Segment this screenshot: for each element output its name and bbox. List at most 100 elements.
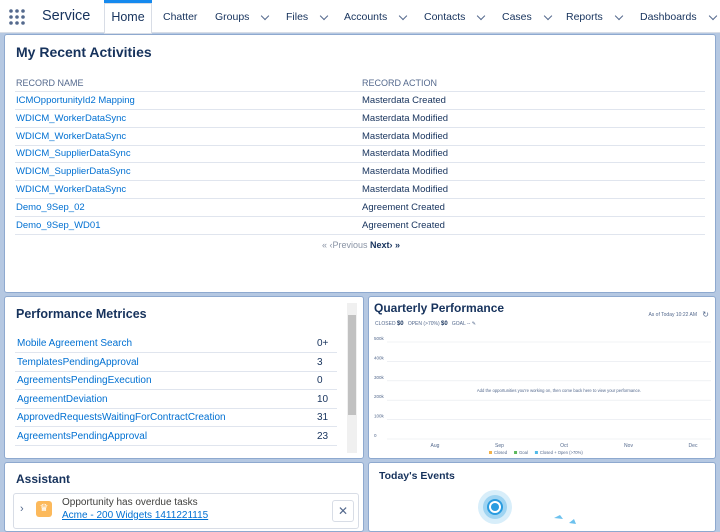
- record-action: Agreement Created: [362, 219, 445, 231]
- metric-name[interactable]: Mobile Agreement Search: [17, 338, 133, 349]
- summary-label: CLOSED: [375, 321, 396, 327]
- record-name[interactable]: WDICM_WorkerDataSync: [16, 112, 127, 124]
- next-page[interactable]: Next› »: [370, 240, 401, 250]
- tab-label[interactable]: Cases: [502, 11, 532, 23]
- metric-value: 3: [317, 356, 323, 368]
- scrollbar[interactable]: [347, 303, 357, 453]
- metric-row: Mobile Agreement Search 0+: [15, 334, 337, 353]
- summary: CLOSED $0 OPEN (>70%) $0 GOAL -- ✎: [375, 321, 476, 327]
- metric-name[interactable]: ApprovedRequestsWaitingForContractCreati…: [17, 412, 226, 423]
- legend-label: Goal: [519, 450, 528, 455]
- summary-label: GOAL: [451, 321, 466, 327]
- metric-row: TemplatesPendingApproval 3: [15, 353, 337, 372]
- tab-label[interactable]: Files: [286, 11, 309, 23]
- record-name[interactable]: WDICM_WorkerDataSync: [16, 184, 127, 195]
- todays-events: Today's Events: [368, 462, 716, 532]
- expand[interactable]: ›: [20, 503, 24, 515]
- app-name: Service: [42, 8, 91, 24]
- as-of: As of Today 10:22 AM: [648, 312, 697, 318]
- column-header: RECORD ACTION: [362, 78, 438, 88]
- record-name[interactable]: WDICM_SupplierDataSync: [16, 166, 131, 178]
- nav-tab[interactable]: Cases: [500, 0, 553, 31]
- nav-tab[interactable]: Chatter: [161, 0, 197, 31]
- performance-metrics: Performance Metrices Mobile Agreement Se…: [4, 296, 364, 459]
- x-tick-label: Nov: [624, 443, 633, 449]
- tab-chevron[interactable]: [319, 11, 329, 21]
- tab-chevron[interactable]: [614, 11, 624, 21]
- record-name[interactable]: Demo_9Sep_WD01: [16, 219, 101, 231]
- record-name[interactable]: WDICM_SupplierDataSync: [16, 148, 131, 160]
- metric-row: AgreementDeviation 10: [15, 390, 337, 409]
- metric-value: 31: [317, 412, 329, 423]
- y-tick-label: 0: [374, 433, 377, 438]
- item-title: Opportunity has overdue tasks: [62, 497, 198, 508]
- next-label[interactable]: Next: [370, 240, 390, 250]
- panel-title: Today's Events: [379, 470, 455, 482]
- tab-label[interactable]: Chatter: [163, 11, 198, 23]
- table-row: Demo_9Sep_02 Agreement Created: [15, 199, 705, 217]
- metric-name[interactable]: AgreementDeviation: [17, 393, 108, 405]
- tab-chevron[interactable]: [476, 11, 486, 21]
- x-tick-label: Dec: [689, 443, 698, 449]
- nav-tab[interactable]: Files: [284, 0, 329, 31]
- empty-message: Add the opportunities you're working on,…: [477, 388, 641, 393]
- nav-tab[interactable]: Contacts: [422, 0, 486, 31]
- nav-tab[interactable]: Reports: [564, 0, 624, 31]
- table-row: WDICM_WorkerDataSync Masterdata Modified: [15, 110, 705, 128]
- record-name[interactable]: WDICM_WorkerDataSync: [16, 130, 127, 142]
- tab-label[interactable]: Groups: [215, 11, 250, 23]
- x-tick-label: Sep: [495, 443, 504, 449]
- record-action: Masterdata Modified: [362, 184, 449, 195]
- record-action: Masterdata Modified: [362, 166, 449, 178]
- panel-title: Assistant: [16, 472, 71, 486]
- record-action: Masterdata Modified: [362, 112, 449, 124]
- panel-title: Quarterly Performance: [374, 301, 505, 315]
- previous-page[interactable]: ‹Previous: [329, 240, 368, 250]
- app-launcher[interactable]: [9, 9, 25, 25]
- tab-label[interactable]: Dashboards: [640, 11, 697, 23]
- nav-tab[interactable]: Groups: [213, 0, 270, 31]
- dismiss[interactable]: ✕: [332, 500, 354, 522]
- metric-name[interactable]: AgreementsPendingApproval: [17, 430, 148, 442]
- x-tick-label: Aug: [431, 443, 440, 449]
- metric-row: AgreementsPendingApproval 23: [15, 427, 337, 446]
- tab-chevron[interactable]: [260, 11, 270, 21]
- panel-title: My Recent Activities: [16, 44, 152, 60]
- table-row: WDICM_SupplierDataSync Masterdata Modifie…: [15, 163, 705, 182]
- panel-title: Performance Metrices: [16, 307, 147, 321]
- nav-tab[interactable]: Dashboards: [638, 0, 718, 31]
- nav-bar: Service Home Chatter Groups Files Accounts Co…: [0, 0, 720, 34]
- first-page[interactable]: «: [321, 240, 327, 250]
- tab-label[interactable]: Contacts: [424, 11, 466, 23]
- summary-value: $0: [396, 321, 404, 327]
- tab-chevron[interactable]: [398, 11, 408, 21]
- table-row: WDICM_WorkerDataSync Masterdata Modified: [15, 181, 705, 199]
- item-link[interactable]: Acme - 200 Widgets 1411221115: [62, 510, 209, 521]
- y-tick-label: 500k: [374, 336, 385, 341]
- record-name[interactable]: Demo_9Sep_02: [16, 201, 85, 213]
- y-tick-label: 400k: [374, 355, 385, 360]
- tab-label[interactable]: Reports: [566, 11, 603, 23]
- tab-chevron[interactable]: [543, 11, 553, 21]
- summary-value: --: [467, 321, 471, 327]
- metric-value: 0: [317, 375, 323, 386]
- record-action: Agreement Created: [362, 201, 445, 213]
- tab-label[interactable]: Home: [111, 10, 145, 24]
- scroll-thumb[interactable]: [348, 315, 356, 415]
- opportunity-icon: ♛: [36, 501, 52, 517]
- nav-tab[interactable]: Accounts: [342, 0, 408, 31]
- refresh[interactable]: ↻: [702, 310, 709, 319]
- record-name[interactable]: ICMOpportunityId2 Mapping: [16, 95, 135, 106]
- column-header: RECORD NAME: [16, 78, 84, 88]
- previous-label[interactable]: Previous: [332, 240, 368, 250]
- metric-value: 10: [317, 393, 329, 405]
- tab-label[interactable]: Accounts: [344, 11, 388, 23]
- metric-name[interactable]: AgreementsPendingExecution: [17, 375, 152, 386]
- metric-name[interactable]: TemplatesPendingApproval: [17, 356, 139, 368]
- recent-activities: My Recent Activities RECORD NAME RECORD …: [4, 34, 716, 293]
- metric-row: AgreementsPendingExecution 0: [15, 371, 337, 390]
- tab-chevron[interactable]: [708, 11, 718, 21]
- table-row: WDICM_SupplierDataSync Masterdata Modifie…: [15, 145, 705, 164]
- events-illustration: [478, 490, 576, 524]
- nav-tab[interactable]: Home: [104, 0, 152, 34]
